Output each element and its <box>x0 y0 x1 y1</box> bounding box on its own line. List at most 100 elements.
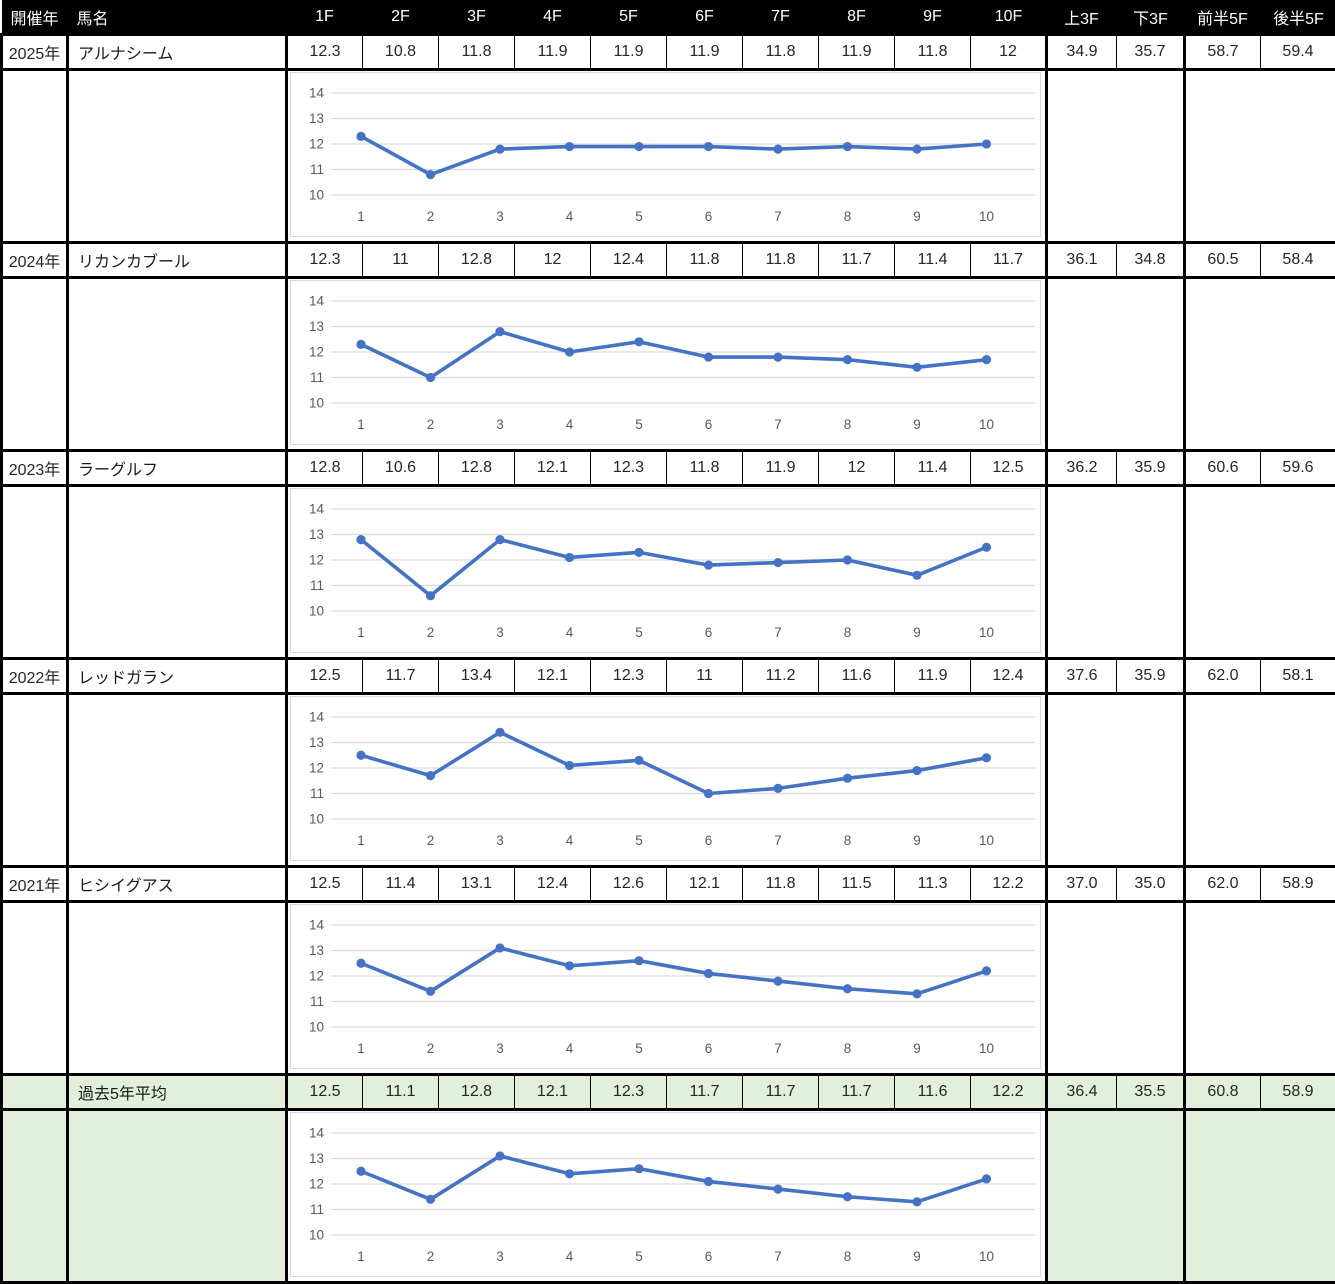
chart-data-point <box>356 132 365 141</box>
chart-series-line <box>361 948 987 994</box>
svg-text:2: 2 <box>427 1041 435 1056</box>
svg-text:7: 7 <box>774 625 782 640</box>
chart-gridlines <box>331 1133 1035 1235</box>
svg-text:5: 5 <box>635 417 643 432</box>
lap-cell-6f: 11.7 <box>667 1075 743 1110</box>
svg-text:8: 8 <box>844 1041 852 1056</box>
lap-cell-5f: 12.3 <box>591 451 667 486</box>
chart-data-point <box>634 756 643 765</box>
lap-cell-3f: 12.8 <box>439 243 515 278</box>
chart-data-point <box>982 543 991 552</box>
header-year: 開催年 <box>2 0 68 35</box>
svg-text:7: 7 <box>774 1249 782 1264</box>
down3f-cell: 35.9 <box>1117 659 1185 694</box>
last5f-cell: 59.4 <box>1261 35 1335 70</box>
lap-cell-9f: 11.4 <box>895 451 971 486</box>
sectional-3f-cell-empty <box>1047 486 1185 659</box>
header-furlong-9: 9F <box>895 0 971 35</box>
svg-text:6: 6 <box>705 417 713 432</box>
header-furlong-8: 8F <box>819 0 895 35</box>
svg-text:9: 9 <box>913 625 921 640</box>
svg-text:9: 9 <box>913 417 921 432</box>
sectional-5f-cell-empty <box>1185 694 1335 867</box>
header-last5f: 後半5F <box>1261 0 1335 35</box>
horse-name-cell-empty <box>68 278 287 451</box>
svg-text:14: 14 <box>309 710 325 725</box>
svg-text:3: 3 <box>496 1249 504 1264</box>
lap-cell-8f: 11.7 <box>819 1075 895 1110</box>
svg-text:7: 7 <box>774 417 782 432</box>
svg-text:13: 13 <box>309 527 324 542</box>
chart-data-point <box>912 145 921 154</box>
lap-cell-9f: 11.4 <box>895 243 971 278</box>
chart-data-point <box>495 145 504 154</box>
chart-data-point <box>912 766 921 775</box>
chart-data-point <box>356 1167 365 1176</box>
lap-cell-3f: 12.8 <box>439 451 515 486</box>
chart-data-points <box>356 943 991 998</box>
svg-text:9: 9 <box>913 1041 921 1056</box>
chart-data-point <box>495 943 504 952</box>
lap-cell-2f: 11 <box>363 243 439 278</box>
chart-gridlines <box>331 93 1035 195</box>
lap-cell-1f: 12.3 <box>287 243 363 278</box>
chart-data-point <box>773 784 782 793</box>
sectional-3f-cell-empty <box>1047 1110 1185 1283</box>
lap-cell-2f: 10.8 <box>363 35 439 70</box>
header-furlong-1: 1F <box>287 0 363 35</box>
svg-text:10: 10 <box>979 209 994 224</box>
year-cell: 2023年 <box>2 451 68 486</box>
svg-text:11: 11 <box>310 162 324 177</box>
lap-cell-10f: 12.4 <box>971 659 1047 694</box>
down3f-cell: 35.0 <box>1117 867 1185 902</box>
header-furlong-2: 2F <box>363 0 439 35</box>
last5f-cell: 58.1 <box>1261 659 1335 694</box>
header-furlong-6: 6F <box>667 0 743 35</box>
year-cell-empty <box>2 1110 68 1283</box>
chart-data-point <box>912 363 921 372</box>
chart-data-point <box>426 170 435 179</box>
chart-data-point <box>634 337 643 346</box>
chart-data-point <box>982 966 991 975</box>
chart-data-point <box>982 355 991 364</box>
chart-gridlines <box>331 925 1035 1027</box>
chart-series-line <box>361 332 987 378</box>
lap-cell-7f: 11.7 <box>743 1075 819 1110</box>
up3f-cell: 36.2 <box>1047 451 1117 486</box>
last5f-cell: 58.9 <box>1261 867 1335 902</box>
horse-name-cell: ラーグルフ <box>68 451 287 486</box>
svg-text:1: 1 <box>357 1249 365 1264</box>
chart-series-line <box>361 1156 987 1202</box>
lap-cell-5f: 12.4 <box>591 243 667 278</box>
chart-data-point <box>565 142 574 151</box>
lap-cell-10f: 12.5 <box>971 451 1047 486</box>
chart-data-point <box>912 571 921 580</box>
chart-data-points <box>356 1151 991 1206</box>
svg-text:13: 13 <box>309 319 324 334</box>
horse-name-cell: レッドガラン <box>68 659 287 694</box>
lap-cell-4f: 12.1 <box>515 451 591 486</box>
lap-cell-5f: 12.6 <box>591 867 667 902</box>
chart-data-point <box>843 1192 852 1201</box>
lap-cell-2f: 11.1 <box>363 1075 439 1110</box>
year-cell-empty <box>2 70 68 243</box>
svg-text:10: 10 <box>979 833 994 848</box>
lap-cell-9f: 11.8 <box>895 35 971 70</box>
chart-data-point <box>565 347 574 356</box>
sectional-3f-cell-empty <box>1047 70 1185 243</box>
year-cell <box>2 1075 68 1110</box>
svg-text:4: 4 <box>566 1249 574 1264</box>
svg-text:14: 14 <box>309 918 325 933</box>
svg-text:9: 9 <box>913 209 921 224</box>
first5f-cell: 62.0 <box>1185 867 1261 902</box>
